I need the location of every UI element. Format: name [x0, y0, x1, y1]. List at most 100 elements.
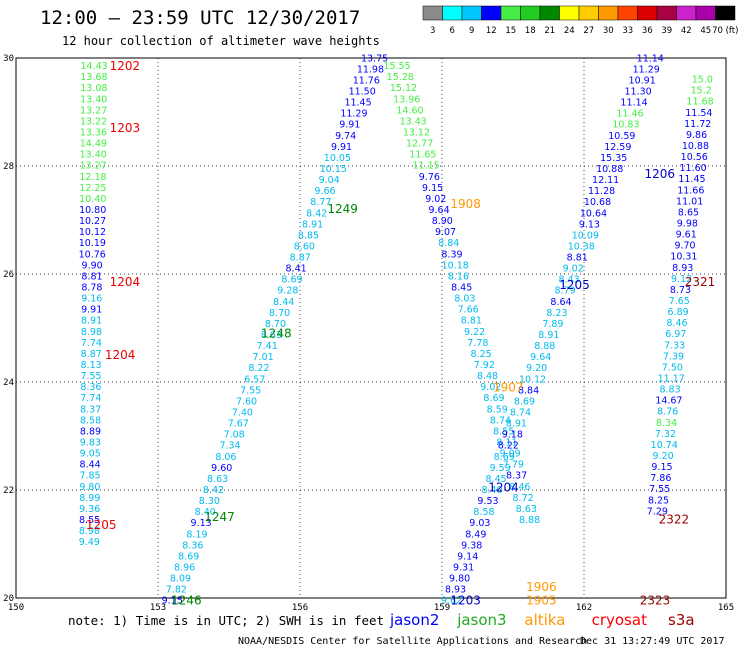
track-label: 2322 [659, 513, 690, 527]
wave-height-value: 12.11 [592, 175, 619, 186]
wave-height-value: 8.48 [477, 371, 498, 382]
track-labels: 1202 1203 1204 1204 1205 1249 1248 1247 1246 1908… [86, 59, 715, 608]
wave-height-value: 8.13 [81, 360, 102, 371]
wave-height-value: 8.36 [80, 382, 101, 393]
wave-height-value: 6.89 [668, 307, 689, 318]
wave-height-value: 8.25 [471, 349, 492, 360]
wave-height-value: 8.93 [672, 263, 693, 274]
wave-height-value: 9.76 [419, 172, 440, 183]
wave-height-value: 8.69 [494, 452, 515, 463]
wave-height-value: 9.91 [331, 142, 352, 153]
wave-height-value: 9.91 [339, 120, 360, 131]
wave-height-value: 11.68 [686, 97, 713, 108]
wave-height-value: 9.80 [449, 574, 470, 585]
wave-height-value: 10.40 [79, 194, 106, 205]
color-swatch [559, 5, 580, 21]
color-scale-label: 33 [622, 26, 633, 36]
wave-height-value: 10.12 [79, 227, 106, 238]
wave-height-value: 7.74 [80, 393, 101, 404]
wave-height-value: 9.05 [80, 449, 101, 460]
wave-height-value: 9.07 [435, 227, 456, 238]
wave-height-value: 8.85 [298, 230, 319, 241]
timestamp-text: Dec 31 13:27:49 UTC 2017 [580, 636, 725, 647]
plot-frame [15, 57, 727, 599]
color-swatch [481, 5, 502, 21]
track-label: 2321 [685, 275, 716, 289]
wave-height-value: 8.09 [170, 574, 191, 585]
wave-height-value: 8.88 [534, 341, 555, 352]
wave-height-value: 8.78 [81, 283, 102, 294]
wave-height-value: 7.33 [664, 340, 685, 351]
color-scale-label: 12 [486, 26, 497, 36]
wave-height-value: 10.18 [442, 260, 469, 271]
wave-height-value: 13.40 [80, 150, 107, 161]
wave-height-value: 10.64 [580, 208, 607, 219]
wave-height-value: 10.88 [682, 141, 709, 152]
wave-height-value: 8.88 [519, 515, 540, 526]
wave-height-value: 8.59 [487, 404, 508, 415]
wave-height-value: 11.14 [620, 98, 647, 109]
wave-height-value: 11.14 [637, 53, 664, 64]
color-scale-label: 15 [505, 26, 516, 36]
wave-height-value: 7.66 [458, 305, 479, 316]
track-label: 1905 [526, 594, 557, 608]
wave-height-value: 7.79 [503, 460, 524, 471]
wave-height-value: 10.68 [584, 197, 611, 208]
y-tick-label: 22 [3, 486, 14, 496]
wave-height-value: 12.25 [79, 183, 106, 194]
wave-height-value: 8.81 [567, 253, 588, 264]
track-label: 1205 [559, 278, 590, 292]
wave-height-value: 9.02 [563, 264, 584, 275]
legend-entry: jason2 [389, 611, 439, 629]
wave-height-value: 8.77 [310, 197, 331, 208]
color-scale-label: 27 [583, 26, 594, 36]
x-tick-label: 162 [576, 603, 592, 613]
x-tick-label: 153 [150, 603, 166, 613]
wave-height-value: 9.14 [457, 551, 478, 562]
wave-height-value: 11.76 [353, 75, 380, 86]
y-tick-label: 24 [3, 378, 14, 388]
x-tick-label: 159 [434, 603, 450, 613]
wave-height-value: 11.60 [680, 163, 707, 174]
wave-height-value: 11.45 [344, 98, 371, 109]
wave-height-value: 9.18 [502, 430, 523, 441]
wave-height-value: 7.39 [663, 351, 684, 362]
wave-height-value: 11.01 [676, 196, 703, 207]
wave-height-value: 6.57 [244, 374, 265, 385]
legend: jason2 jason3 altika cryosat s3a [389, 611, 695, 629]
wave-height-value: 10.31 [670, 252, 697, 263]
wave-height-value: 8.03 [454, 294, 475, 305]
wave-height-value: 8.23 [546, 308, 567, 319]
wave-height-value: 9.20 [653, 451, 674, 462]
wave-height-value: 14.60 [396, 105, 423, 116]
wave-height-value: 7.86 [650, 473, 671, 484]
color-scale-label: 39 [661, 26, 672, 36]
color-swatch [500, 5, 521, 21]
wave-height-value: 9.38 [461, 540, 482, 551]
wave-height-value: 8.74 [510, 408, 531, 419]
wave-height-value: 13.75 [361, 53, 388, 64]
wave-height-value: 12.59 [604, 142, 631, 153]
wave-height-value: 8.37 [506, 471, 527, 482]
wave-height-value: 9.66 [314, 186, 335, 197]
wave-height-value: 8.89 [80, 426, 101, 437]
wave-height-value: 13.27 [80, 161, 107, 172]
wave-height-value: 8.36 [182, 540, 203, 551]
color-scale: 3 6 9 12 15 18 21 24 27 30 33 36 39 42 45 70 (ft) [422, 5, 738, 36]
wave-height-value: 8.19 [186, 529, 207, 540]
wave-height-value: 8.25 [648, 495, 669, 506]
wave-height-value: 13.36 [80, 128, 107, 139]
wave-height-value: 7.34 [219, 441, 240, 452]
x-tick-label: 165 [718, 603, 734, 613]
wave-height-value: 11.29 [340, 109, 367, 120]
track-label: 1202 [110, 59, 141, 73]
track-label: 1205 [86, 518, 117, 532]
wave-height-value: 8.81 [81, 271, 102, 282]
wave-height-value: 15.55 [383, 61, 410, 72]
color-scale-label: 21 [544, 26, 555, 36]
wave-height-value: 8.91 [538, 330, 559, 341]
wave-height-value: 9.13 [579, 219, 600, 230]
wave-height-value: 8.22 [248, 363, 269, 374]
track-label: 1204 [105, 348, 136, 362]
